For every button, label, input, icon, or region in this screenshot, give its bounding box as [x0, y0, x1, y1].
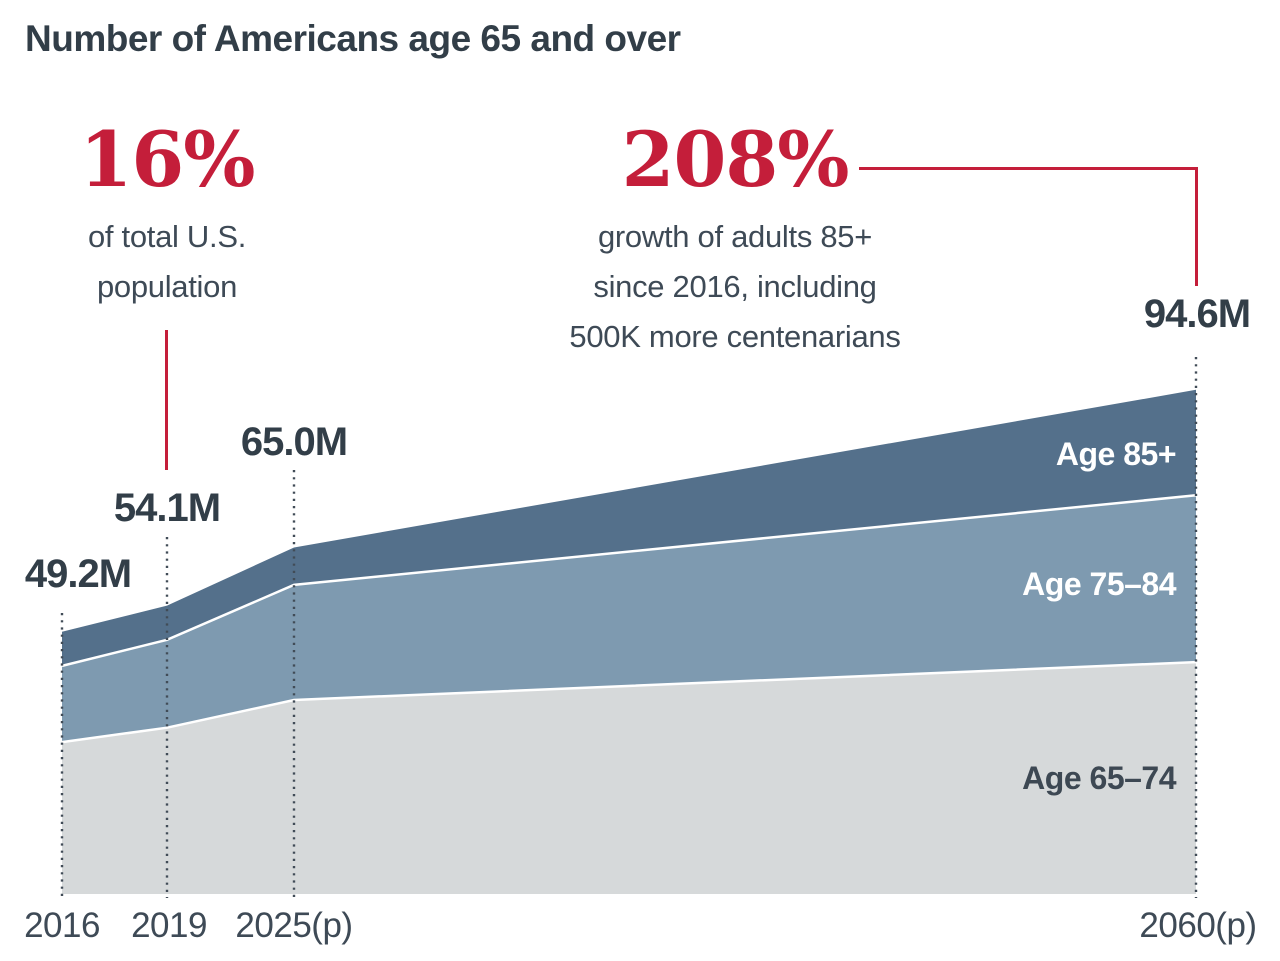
- red-connector-line-2060: [859, 167, 1198, 286]
- area-band-age-85-: [62, 389, 1196, 666]
- series-label-age-85-plus: Age 85+: [1055, 436, 1177, 472]
- band-separator-line: [61, 494, 1197, 668]
- series-label-age-75-84: Age 75–84: [1022, 566, 1176, 602]
- stat-caption-line: 500K more centenarians: [569, 319, 901, 354]
- stat-value-208-percent: 208%: [621, 115, 850, 204]
- stat-value-16-percent: 16%: [79, 115, 256, 204]
- stat-caption-line: of total U.S.: [87, 219, 247, 254]
- total-label-2019: 54.1M: [113, 486, 221, 530]
- stat-caption-line: growth of adults 85+: [597, 219, 873, 254]
- stat-caption-line: since 2016, including: [593, 269, 877, 304]
- total-label-2016: 49.2M: [24, 552, 132, 596]
- x-axis-label-2060: 2060(p): [1139, 906, 1257, 945]
- series-label-age-65-74: Age 65–74: [1022, 760, 1176, 796]
- band-separator-line: [61, 660, 1197, 744]
- stat-caption-line: population: [96, 269, 238, 304]
- total-label-2025: 65.0M: [240, 420, 348, 464]
- total-label-2060: 94.6M: [1143, 292, 1251, 336]
- chart-title: Number of Americans age 65 and over: [25, 18, 681, 59]
- area-band-age-65-74: [62, 662, 1196, 894]
- red-connector-line-2019: [165, 330, 168, 470]
- x-axis-label-2019: 2019: [131, 906, 207, 945]
- x-axis-label-2025: 2025(p): [235, 906, 353, 945]
- stat-caption-208-percent: growth of adults 85+ since 2016, includi…: [510, 212, 960, 362]
- area-band-age-75-84: [62, 495, 1196, 743]
- x-axis-label-2016: 2016: [24, 906, 100, 945]
- stat-block-16-percent: 16% of total U.S. population: [17, 122, 317, 312]
- stat-block-208-percent: 208% growth of adults 85+ since 2016, in…: [510, 122, 960, 362]
- stat-caption-16-percent: of total U.S. population: [17, 212, 317, 312]
